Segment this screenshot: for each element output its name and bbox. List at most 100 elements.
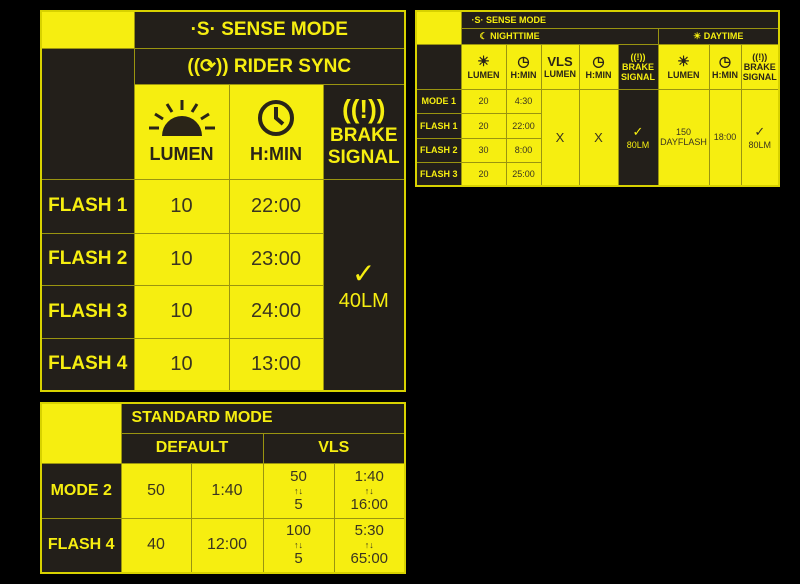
vls-high: 50 xyxy=(290,467,307,485)
vls-low: 5 xyxy=(294,495,303,513)
vls-lumen-header: VLS LUMEN xyxy=(540,43,580,90)
vls-lumen-range: 50 ↑↓ 5 xyxy=(262,462,335,519)
lumen-label: LUMEN xyxy=(544,69,576,79)
nighttime-header: ☾ NIGHTTIME xyxy=(460,27,659,45)
row-label: FLASH 3 xyxy=(415,161,462,187)
sense-mode-title: SENSE MODE xyxy=(486,14,547,25)
up-down-arrows-icon: ↑↓ xyxy=(294,540,303,551)
sun-icon: ☀ xyxy=(677,53,690,69)
lumen-label: LUMEN xyxy=(149,144,214,164)
day-hmin-value: 18:00 xyxy=(708,88,742,187)
brake-value-cell: ✓ 40LM xyxy=(322,178,406,392)
day-brake-header: ((!)) BRAKE SIGNAL xyxy=(740,43,780,90)
corner-dark xyxy=(415,43,462,90)
up-down-arrows-icon: ↑↓ xyxy=(364,540,374,551)
vls-low: 65:00 xyxy=(350,550,389,568)
vls-low: 16:00 xyxy=(350,495,389,513)
corner-dark xyxy=(40,47,135,180)
default-header: DEFAULT xyxy=(120,432,264,464)
brake-value: 40LM xyxy=(338,289,389,312)
vls-high: 5:30 xyxy=(354,522,384,540)
hmin-value: 12:00 xyxy=(190,517,264,574)
hmin-value: 25:00 xyxy=(505,161,542,187)
row-label: MODE 2 xyxy=(40,462,122,519)
vls-hmin-value: X xyxy=(578,88,619,187)
sense-mode-header: ·S· SENSE MODE xyxy=(460,10,780,29)
lumen-value: 30 xyxy=(460,137,507,163)
lumen-value: 20 xyxy=(460,161,507,187)
vls-hmin-range: 5:30 ↑↓ 65:00 xyxy=(333,517,406,574)
day-lumen-cell: 150 DAYFLASH xyxy=(657,88,710,187)
sense-mode-small-table: ·S· SENSE MODE ☾ NIGHTTIME ☀ DAYTIME ☀ LUM… xyxy=(415,10,781,187)
hmin-value: 8:00 xyxy=(505,137,542,163)
signal-label: SIGNAL xyxy=(742,71,777,82)
vls-hmin-header: ◷ H:MIN xyxy=(578,43,619,90)
sun-small-icon: ☀ xyxy=(693,30,702,41)
clock-icon: ◷ xyxy=(718,53,732,69)
brake-label: BRAKE xyxy=(621,61,654,72)
brake-icon: ((!)) xyxy=(630,51,646,62)
lumen-label: LUMEN xyxy=(467,70,500,80)
sense-mode-title: SENSE MODE xyxy=(221,18,348,40)
hmin-label: H:MIN xyxy=(510,70,537,80)
vls-low: 5 xyxy=(294,550,303,568)
sun-icon xyxy=(148,100,215,136)
nighttime-label: NIGHTTIME xyxy=(490,30,540,41)
brake-label: BRAKE xyxy=(743,61,776,72)
clock-icon xyxy=(258,100,294,136)
hmin-value: 24:00 xyxy=(228,284,324,339)
lumen-header: ☀ LUMEN xyxy=(460,43,507,90)
lumen-value: 20 xyxy=(460,88,507,114)
check-icon: ✓ xyxy=(754,124,766,140)
dayflash-label: DAYFLASH xyxy=(660,137,707,148)
day-brake-cell: ✓ 80LM xyxy=(740,88,780,187)
night-brake-cell: ✓ 80LM xyxy=(617,88,659,187)
row-label: MODE 1 xyxy=(415,88,462,114)
lumen-value: 40 xyxy=(120,517,192,574)
up-down-arrows-icon: ↑↓ xyxy=(364,485,374,496)
lumen-header: LUMEN xyxy=(133,83,230,180)
clock-icon: ◷ xyxy=(592,53,605,69)
hmin-header: ◷ H:MIN xyxy=(505,43,542,90)
sense-logo-icon: ·S· xyxy=(190,18,216,40)
row-label: FLASH 1 xyxy=(40,178,135,234)
vls-lumen-value: X xyxy=(540,88,580,187)
vls-high: 1:40 xyxy=(354,467,384,485)
day-hmin-header: ◷ H:MIN xyxy=(708,43,742,90)
corner-cell xyxy=(415,10,462,45)
signal-label: SIGNAL xyxy=(620,71,655,82)
row-label: FLASH 2 xyxy=(415,137,462,163)
hmin-value: 13:00 xyxy=(228,337,324,392)
hmin-value: 4:30 xyxy=(505,88,542,114)
brake-label: BRAKE SIGNAL xyxy=(327,125,400,168)
day-lumen-value: 150 xyxy=(675,127,692,138)
sense-logo-icon: ·S· xyxy=(471,14,484,25)
hmin-label: H:MIN xyxy=(585,70,612,80)
row-label: FLASH 4 xyxy=(40,337,135,392)
lumen-value: 10 xyxy=(133,232,230,286)
moon-icon: ☾ xyxy=(479,30,488,41)
row-label: FLASH 3 xyxy=(40,284,135,339)
sun-icon: ☀ xyxy=(477,53,490,69)
row-label: FLASH 4 xyxy=(40,517,122,574)
sense-mode-table: ·S· SENSE MODE ((⟳)) RIDER SYNC LUMEN H:… xyxy=(40,10,406,392)
hmin-header: H:MIN xyxy=(228,83,324,180)
check-icon: ✓ xyxy=(632,124,644,140)
hmin-value: 1:40 xyxy=(190,462,264,519)
day-brake-value: 80LM xyxy=(748,140,772,151)
row-label: FLASH 1 xyxy=(415,112,462,139)
corner-cell xyxy=(40,10,135,49)
lumen-value: 10 xyxy=(133,178,230,234)
lumen-value: 10 xyxy=(133,337,230,392)
row-label: FLASH 2 xyxy=(40,232,135,286)
standard-mode-title: STANDARD MODE xyxy=(120,402,406,434)
daytime-header: ☀ DAYTIME xyxy=(657,27,780,45)
check-icon: ✓ xyxy=(352,257,376,289)
lumen-value: 20 xyxy=(460,112,507,139)
standard-mode-table: STANDARD MODE DEFAULT VLS MODE 2 50 1:40 … xyxy=(40,402,407,574)
up-down-arrows-icon: ↑↓ xyxy=(294,485,303,496)
vls-high: 100 xyxy=(285,522,312,540)
hmin-label: H:MIN xyxy=(250,144,302,164)
brake-header: ((!)) BRAKE SIGNAL xyxy=(617,43,659,90)
brake-icon: ((!)) xyxy=(342,94,386,124)
